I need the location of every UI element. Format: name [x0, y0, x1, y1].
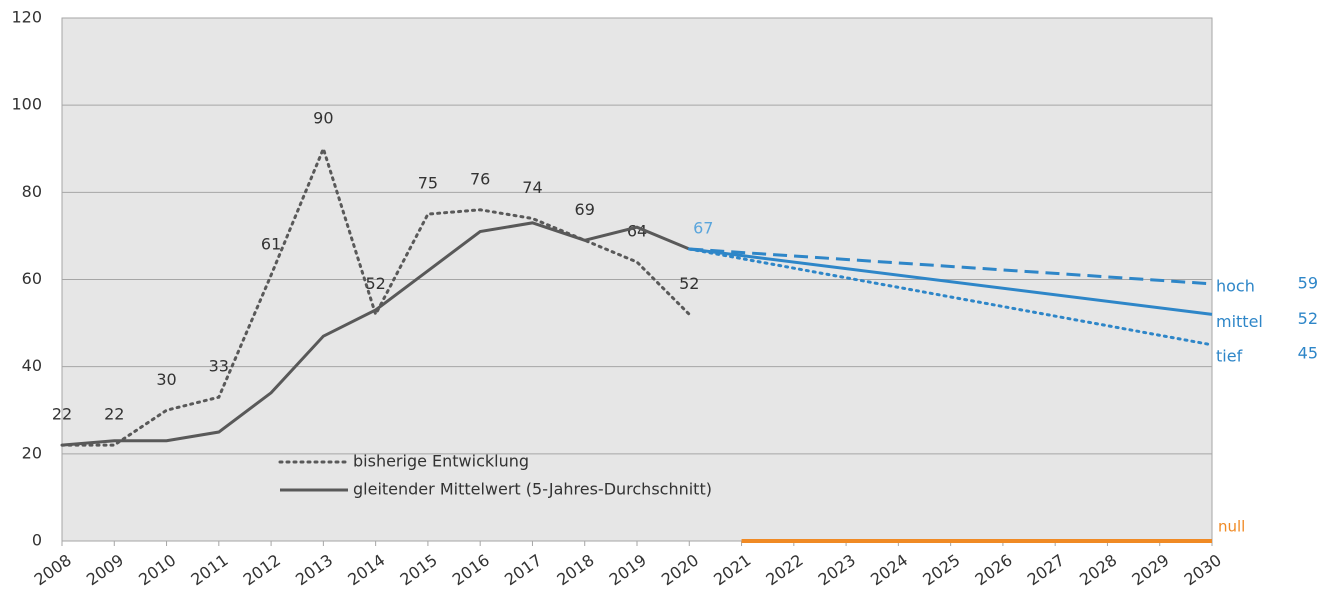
data-label: 67	[693, 218, 713, 237]
x-tick-label: 2016	[449, 550, 493, 589]
series-label: tief	[1216, 346, 1243, 365]
x-tick-label: 2030	[1181, 550, 1225, 589]
x-tick-label: 2012	[240, 550, 284, 589]
data-label: 52	[679, 274, 699, 293]
x-tick-label: 2019	[606, 550, 650, 589]
x-tick-label: 2024	[867, 550, 911, 589]
y-tick-label: 80	[22, 182, 42, 201]
x-tick-label: 2029	[1128, 550, 1172, 589]
data-label: 75	[418, 174, 438, 193]
legend-label: gleitender Mittelwert (5-Jahres-Durchsch…	[353, 480, 712, 499]
x-tick-label: 2015	[397, 550, 441, 589]
series-line	[689, 247, 1213, 286]
data-label: 90	[313, 108, 333, 127]
series-label: hoch	[1216, 276, 1255, 295]
x-tick-label: 2023	[815, 550, 859, 589]
series-line	[689, 247, 1213, 316]
data-label: 22	[52, 405, 72, 424]
x-tick-label: 2009	[83, 550, 127, 589]
series-line	[60, 144, 691, 447]
data-label: 61	[261, 235, 281, 254]
x-tick-label: 2021	[710, 550, 754, 589]
x-tick-label: 2025	[919, 550, 963, 589]
x-tick-label: 2013	[292, 550, 336, 589]
data-label: 59	[1298, 273, 1318, 292]
x-tick-label: 2010	[135, 550, 179, 589]
x-tick-label: 2027	[1024, 550, 1068, 589]
x-tick-label: 2026	[972, 550, 1016, 589]
x-tick-label: 2022	[762, 550, 806, 589]
y-tick-label: 100	[11, 95, 42, 114]
series-line	[687, 247, 1214, 347]
y-tick-label: 20	[22, 443, 42, 462]
y-tick-label: 40	[22, 356, 42, 375]
data-label: 74	[522, 178, 542, 197]
series-line	[61, 221, 690, 447]
data-label: 64	[627, 222, 647, 241]
y-tick-label: 60	[22, 269, 42, 288]
x-tick-label: 2028	[1076, 550, 1120, 589]
data-label: 69	[575, 200, 595, 219]
x-tick-label: 2011	[187, 550, 231, 589]
data-label: 52	[1298, 309, 1318, 328]
y-tick-label: 120	[11, 8, 42, 27]
y-tick-label: 0	[32, 531, 42, 550]
data-label: 33	[209, 357, 229, 376]
x-tick-label: 2014	[344, 550, 388, 589]
data-label: 30	[156, 370, 176, 389]
data-label: 45	[1298, 343, 1318, 362]
data-label: 52	[365, 274, 385, 293]
x-tick-label: 2008	[31, 550, 75, 589]
series-label: null	[1218, 518, 1245, 536]
x-tick-label: 2017	[501, 550, 545, 589]
data-label: 76	[470, 169, 490, 188]
series-label: mittel	[1216, 312, 1263, 331]
x-tick-label: 2018	[553, 550, 597, 589]
legend-label: bisherige Entwicklung	[353, 452, 529, 471]
x-tick-label: 2020	[658, 550, 702, 589]
data-label: 22	[104, 405, 124, 424]
